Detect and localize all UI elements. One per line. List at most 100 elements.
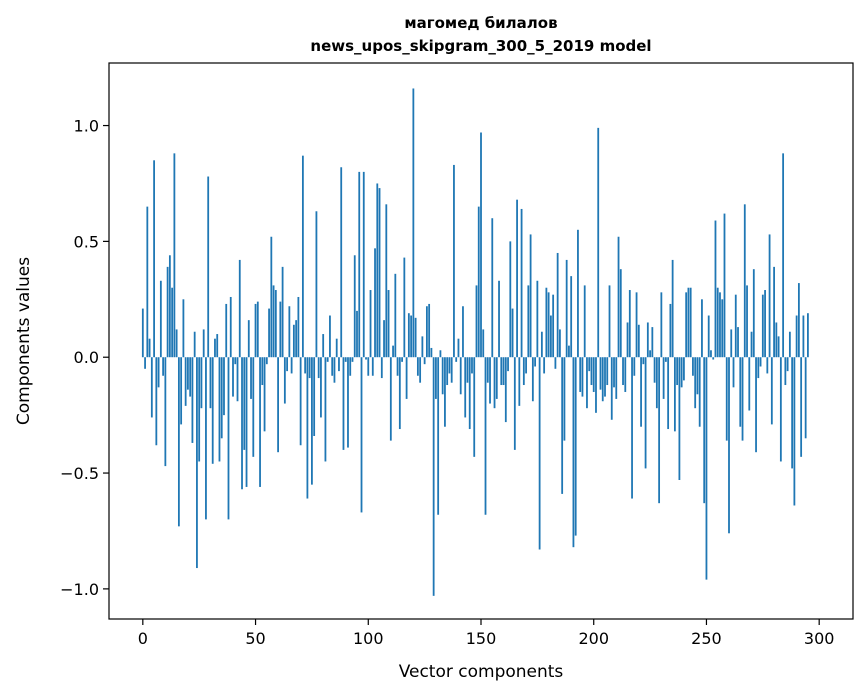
bar-component-260 [728, 357, 730, 534]
bar-component-70 [299, 357, 302, 446]
bar-component-172 [529, 234, 532, 358]
bar-component-86 [335, 338, 338, 358]
bar-component-234 [669, 303, 672, 358]
bar-component-120 [412, 88, 415, 358]
bar-component-126 [425, 306, 428, 358]
bar-component-134 [444, 357, 446, 427]
bar-component-241 [685, 292, 688, 358]
bar-component-287 [788, 331, 791, 358]
bar-component-198 [588, 357, 591, 372]
bar-component-68 [295, 320, 298, 358]
x-tick-label: 100 [353, 629, 384, 648]
bar-component-210 [615, 357, 618, 399]
bar-component-140 [457, 338, 460, 358]
bar-component-233 [667, 357, 670, 430]
bar-component-79 [320, 357, 322, 418]
bar-component-96 [358, 171, 361, 358]
bar-component-266 [741, 357, 744, 441]
bar-component-238 [678, 357, 681, 480]
bar-component-48 [250, 357, 252, 399]
bar-component-61 [279, 301, 282, 358]
bar-component-239 [680, 357, 683, 388]
bar-component-176 [538, 357, 541, 550]
bar-component-285 [784, 357, 787, 386]
chart-title-line-2: news_upos_skipgram_300_5_2019 model [310, 37, 651, 55]
bar-component-295 [807, 313, 809, 358]
bar-component-42 [236, 357, 239, 402]
bar-component-148 [475, 285, 478, 358]
bar-component-288 [791, 357, 794, 469]
bar-component-137 [450, 357, 453, 383]
bar-component-180 [547, 292, 550, 358]
bar-component-178 [543, 357, 546, 374]
bar-component-144 [466, 357, 469, 383]
bar-component-170 [525, 357, 527, 374]
bar-component-100 [367, 357, 370, 376]
bar-component-156 [493, 357, 496, 409]
bar-component-155 [491, 218, 494, 358]
bar-component-278 [768, 234, 771, 358]
bar-component-231 [662, 357, 665, 399]
bar-component-230 [660, 292, 663, 358]
bar-component-17 [180, 357, 183, 425]
bar-component-235 [671, 259, 674, 358]
bar-component-159 [500, 357, 503, 386]
bar-component-138 [453, 164, 455, 358]
y-axis: −1.0 −0.5 0.0 0.5 1.0 [60, 117, 109, 599]
bar-component-121 [414, 317, 417, 358]
bar-component-150 [480, 132, 482, 358]
x-tick-label: 300 [804, 629, 835, 648]
bar-component-194 [579, 357, 582, 392]
bar-component-166 [516, 199, 518, 358]
bar-component-90 [344, 357, 347, 362]
bar-component-228 [655, 357, 658, 409]
bar-component-273 [757, 357, 760, 379]
bar-component-237 [676, 357, 679, 386]
bar-component-66 [290, 357, 293, 374]
bar-component-175 [536, 280, 539, 358]
bar-component-111 [392, 345, 394, 358]
bar-component-259 [725, 357, 728, 441]
bar-component-195 [581, 357, 584, 397]
bar-component-133 [441, 357, 444, 395]
bar-component-257 [721, 299, 724, 358]
bar-component-205 [604, 357, 606, 397]
bar-component-145 [468, 357, 471, 430]
bar-component-167 [518, 357, 521, 406]
bar-component-72 [304, 357, 307, 374]
chart-title-line-1: магомед билалов [404, 14, 557, 32]
bar-component-251 [707, 315, 710, 358]
bar-component-7 [157, 357, 160, 388]
bar-component-207 [608, 285, 611, 358]
bar-component-131 [437, 357, 440, 515]
bar-component-31 [211, 357, 214, 464]
bar-component-128 [430, 347, 433, 358]
bar-component-21 [189, 357, 192, 397]
bar-component-265 [739, 357, 742, 427]
bar-component-36 [223, 357, 225, 416]
bar-component-292 [800, 357, 803, 457]
bar-component-41 [234, 357, 237, 365]
bar-component-256 [719, 292, 721, 358]
x-tick-label: 50 [245, 629, 265, 648]
bar-component-15 [175, 329, 178, 358]
x-tick-label: 150 [466, 629, 497, 648]
bar-component-44 [241, 357, 243, 490]
bar-component-236 [673, 357, 676, 432]
bar-component-216 [628, 290, 631, 358]
bar-component-246 [696, 357, 699, 395]
bar-component-89 [342, 357, 345, 450]
bar-component-217 [631, 357, 633, 499]
bar-component-76 [313, 357, 316, 436]
y-tick-label: −1.0 [60, 580, 99, 599]
bar-component-10 [164, 357, 167, 467]
bar-component-5 [153, 160, 155, 358]
bar-component-280 [773, 266, 775, 358]
bar-component-281 [775, 322, 778, 358]
bar-component-129 [432, 357, 435, 596]
bar-component-123 [419, 357, 422, 383]
bar-component-290 [795, 315, 798, 358]
bar-component-101 [369, 290, 372, 358]
bar-component-3 [148, 338, 151, 358]
bar-component-255 [716, 287, 719, 358]
